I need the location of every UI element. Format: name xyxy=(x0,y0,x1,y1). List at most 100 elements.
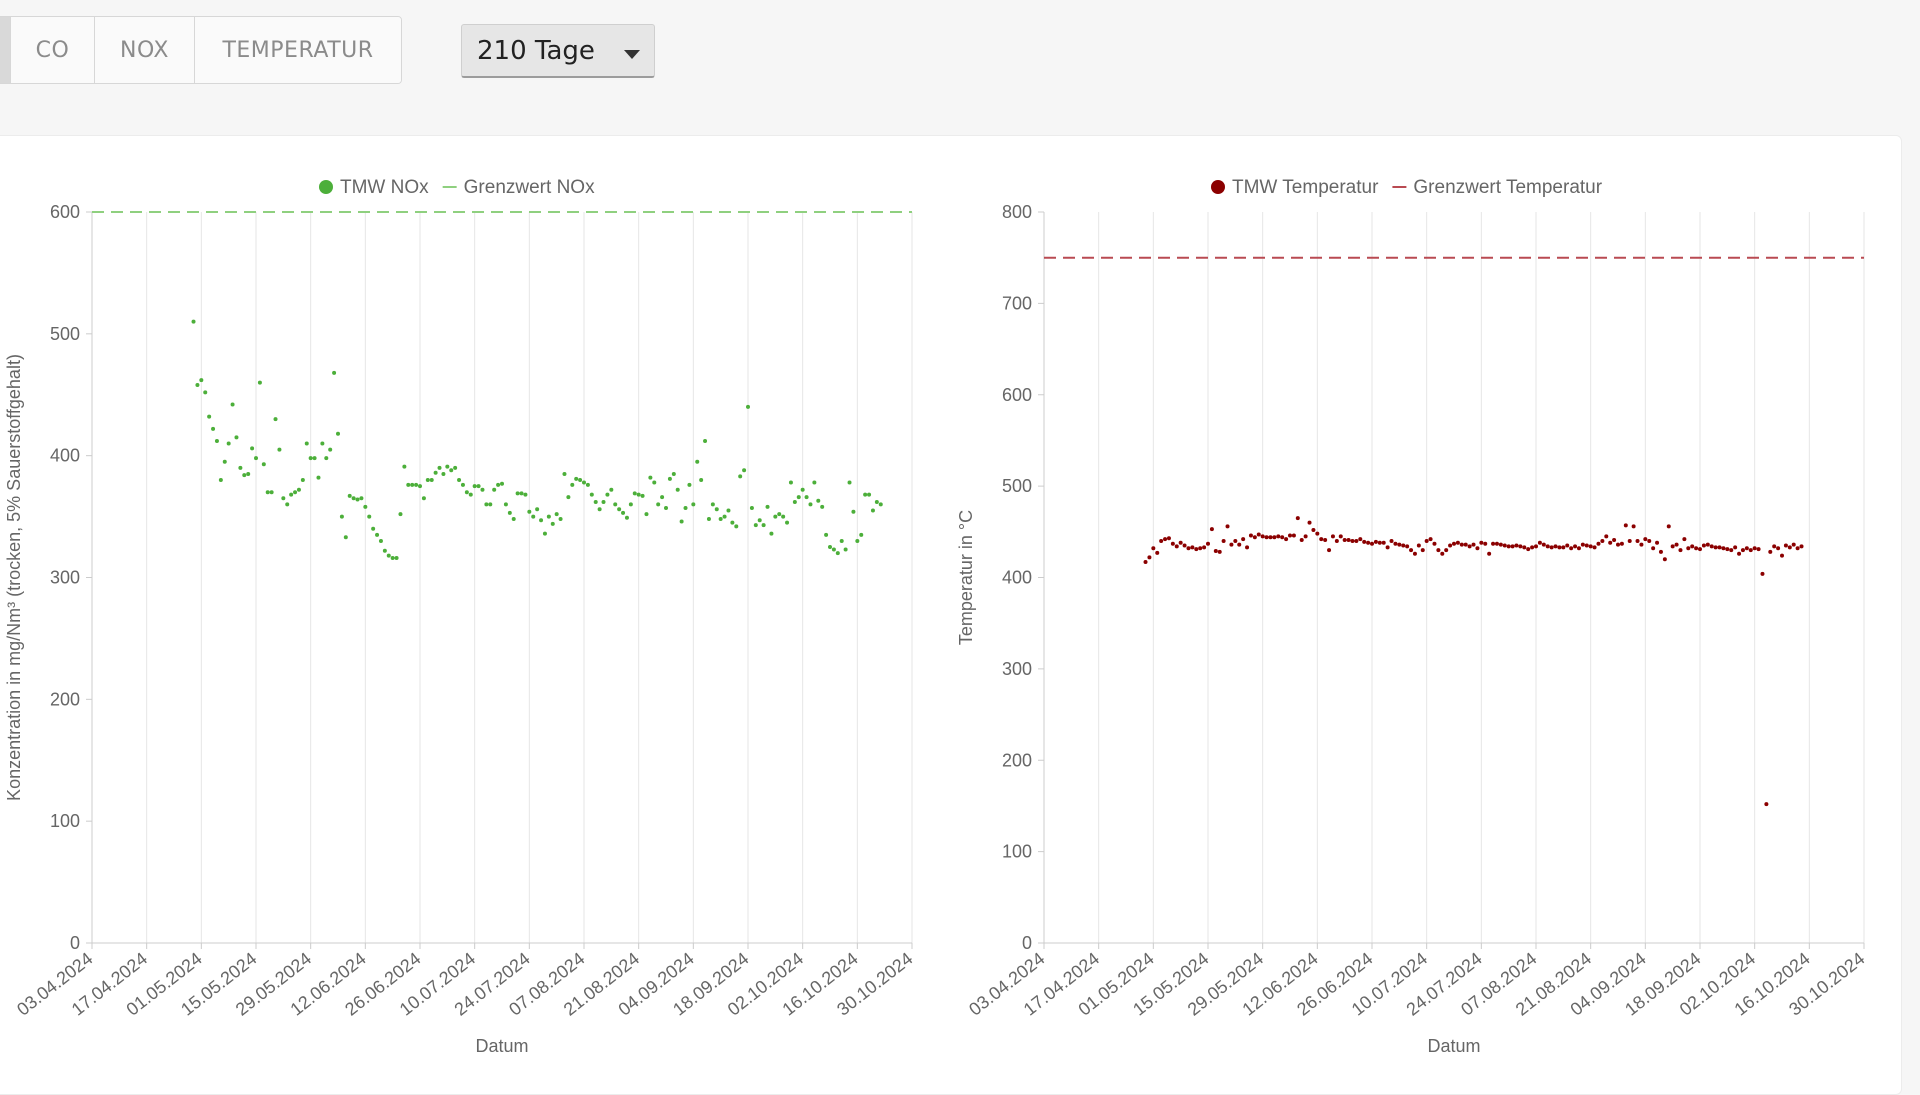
y-tick-label: 300 xyxy=(50,568,80,588)
data-point xyxy=(1202,545,1207,550)
data-point xyxy=(1206,541,1210,546)
data-point xyxy=(1799,544,1804,549)
data-point xyxy=(480,487,485,492)
data-point xyxy=(1565,543,1570,548)
legend-label-series[interactable]: TMW NOx xyxy=(340,177,429,198)
data-point xyxy=(1213,549,1218,554)
data-point xyxy=(714,507,719,512)
data-point xyxy=(1182,543,1187,548)
data-point xyxy=(1170,541,1175,546)
data-point xyxy=(1733,545,1738,550)
data-point xyxy=(1256,532,1261,537)
legend-label-limit[interactable]: Grenzwert NOx xyxy=(464,177,595,198)
data-point xyxy=(613,502,618,507)
data-point xyxy=(718,517,723,522)
data-point xyxy=(1694,546,1699,551)
data-point xyxy=(1288,533,1292,538)
legend-label-limit[interactable]: Grenzwert Temperatur xyxy=(1413,177,1602,198)
data-point xyxy=(1233,538,1238,543)
data-point xyxy=(1569,546,1574,551)
tab-nox[interactable]: NOX xyxy=(94,17,194,83)
data-point xyxy=(1698,547,1702,552)
legend-label-series[interactable]: TMW Temperatur xyxy=(1232,177,1379,198)
data-point xyxy=(316,475,321,480)
data-point xyxy=(1674,542,1679,547)
data-point xyxy=(1678,548,1683,553)
data-point xyxy=(578,478,583,483)
data-point xyxy=(566,495,571,500)
data-point xyxy=(1452,541,1456,546)
data-point xyxy=(410,482,415,487)
data-point xyxy=(835,551,840,556)
data-point xyxy=(824,532,829,537)
data-point xyxy=(546,514,551,519)
data-point xyxy=(265,490,270,495)
data-point xyxy=(492,487,497,492)
data-point xyxy=(1557,545,1562,550)
data-point xyxy=(1303,534,1308,539)
tab-co[interactable]: CO xyxy=(10,17,94,83)
period-select[interactable]: 210 Tage xyxy=(461,24,655,78)
data-point xyxy=(1748,548,1753,553)
data-point xyxy=(421,496,426,501)
data-point xyxy=(527,509,532,514)
data-point xyxy=(234,435,239,440)
data-point xyxy=(296,487,301,492)
data-point xyxy=(394,556,399,561)
data-point xyxy=(1670,544,1675,549)
data-point xyxy=(269,490,274,495)
data-point xyxy=(1623,523,1628,528)
data-point xyxy=(1756,547,1761,552)
data-point xyxy=(1662,557,1667,562)
data-point xyxy=(1209,527,1214,532)
tab-temperatur[interactable]: TEMPERATUR xyxy=(194,17,401,83)
data-point xyxy=(507,510,512,515)
data-point xyxy=(1549,545,1554,550)
data-point xyxy=(1221,538,1226,543)
data-point xyxy=(617,507,622,512)
data-point xyxy=(749,506,754,511)
data-point xyxy=(1553,544,1558,549)
data-point xyxy=(1225,524,1230,529)
data-point xyxy=(257,380,262,385)
data-point xyxy=(800,487,805,492)
data-point xyxy=(765,504,770,509)
data-point xyxy=(1791,542,1796,547)
data-point xyxy=(203,390,208,395)
data-point xyxy=(1268,535,1273,540)
y-tick-label: 400 xyxy=(50,446,80,466)
chart-nox: 03.04.202417.04.202401.05.202415.05.2024… xyxy=(4,177,916,1056)
data-point xyxy=(1377,540,1382,545)
data-point xyxy=(1448,543,1453,548)
data-point xyxy=(652,480,657,485)
data-point xyxy=(1795,546,1800,551)
data-point xyxy=(792,499,797,504)
data-point xyxy=(1647,538,1652,543)
data-point xyxy=(847,480,852,485)
data-point xyxy=(238,465,243,470)
data-point xyxy=(1717,545,1722,550)
data-point xyxy=(1315,531,1320,536)
data-point xyxy=(1604,534,1609,539)
data-point xyxy=(1643,537,1648,542)
data-point xyxy=(218,478,223,483)
data-point xyxy=(375,532,380,537)
data-point xyxy=(1690,544,1695,549)
data-point xyxy=(1494,541,1499,546)
data-point xyxy=(738,474,743,479)
data-point xyxy=(339,514,344,519)
data-point xyxy=(1248,533,1253,538)
data-point xyxy=(1705,542,1710,547)
data-point xyxy=(1295,516,1300,521)
tab-previous-stub[interactable] xyxy=(0,17,10,83)
data-point xyxy=(1241,537,1246,542)
data-point xyxy=(1330,534,1335,539)
data-point xyxy=(332,370,337,375)
data-point xyxy=(1768,549,1773,554)
data-point xyxy=(1584,543,1589,548)
data-point xyxy=(207,414,212,419)
data-point xyxy=(757,518,762,523)
data-point xyxy=(781,514,786,519)
x-axis-title: Datum xyxy=(1427,1036,1480,1056)
data-point xyxy=(503,502,508,507)
